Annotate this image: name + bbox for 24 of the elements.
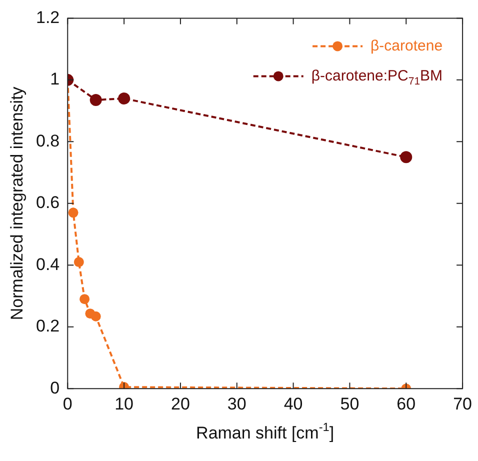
- x-tick-label: 10: [114, 394, 134, 414]
- x-tick-label: 30: [227, 394, 246, 414]
- point: [90, 311, 101, 322]
- y-tick-label: 0: [50, 378, 60, 398]
- y-tick-label: 0.6: [36, 193, 60, 212]
- x-tick-label: 40: [284, 394, 303, 414]
- legend-label: β-carotene: [370, 37, 443, 54]
- y-tick-label: 1.2: [36, 8, 60, 27]
- point: [80, 294, 90, 304]
- x-tick-label: 70: [453, 394, 472, 414]
- x-tick-label: 60: [396, 394, 416, 414]
- y-tick-label: 0.4: [36, 254, 60, 274]
- y-tick-label: 0.8: [36, 131, 60, 150]
- point: [90, 94, 102, 106]
- y-tick-label: 1: [50, 70, 60, 89]
- point: [74, 257, 84, 268]
- x-tick-label: 0: [62, 394, 72, 414]
- point: [68, 208, 78, 218]
- y-tick-label: 0.2: [36, 316, 60, 336]
- point: [118, 92, 130, 104]
- y-axis-title: Normalized integrated intensity: [8, 86, 27, 320]
- x-tick-label: 50: [340, 394, 360, 414]
- point: [400, 151, 412, 164]
- x-tick-label: 20: [171, 394, 190, 414]
